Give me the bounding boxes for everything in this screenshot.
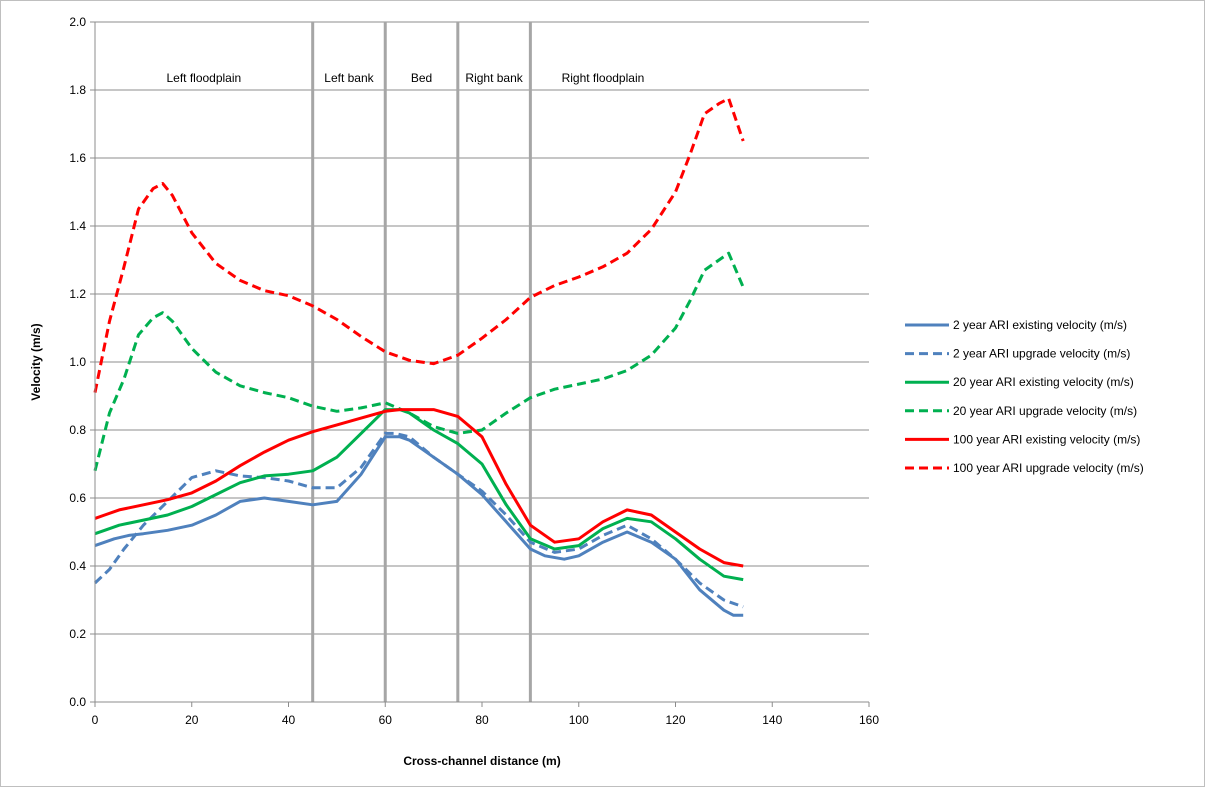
series-lines: [93, 97, 745, 617]
y-tick-label: 0.8: [69, 423, 86, 437]
x-tick-label: 0: [92, 713, 99, 727]
series-line: [93, 251, 745, 472]
y-tick-label: 1.2: [69, 287, 86, 301]
legend-label: 100 year ARI upgrade velocity (m/s): [953, 461, 1144, 475]
x-tick-label: 20: [185, 713, 199, 727]
gridlines: [95, 21, 869, 635]
y-tick-label: 2.0: [69, 15, 86, 29]
series-line: [94, 435, 744, 617]
y-axis-title: Velocity (m/s): [29, 323, 43, 400]
region-label: Right floodplain: [562, 71, 645, 85]
x-axis-title: Cross-channel distance (m): [403, 754, 560, 768]
region-boundaries: [311, 22, 532, 702]
legend-label: 100 year ARI existing velocity (m/s): [953, 432, 1140, 446]
region-labels: Left floodplain Left bank Bed Right bank Rig…: [166, 71, 644, 85]
y-tick-label: 1.4: [69, 219, 86, 233]
x-tick-label: 140: [762, 713, 782, 727]
x-tick-label: 40: [282, 713, 296, 727]
x-tick-label: 120: [665, 713, 685, 727]
series-line: [94, 408, 744, 568]
y-tick-label: 0.0: [69, 695, 86, 709]
legend-label: 2 year ARI existing velocity (m/s): [953, 318, 1127, 332]
region-label: Bed: [411, 71, 432, 85]
x-tick-label: 100: [569, 713, 589, 727]
series-line: [93, 97, 745, 393]
y-tick-label: 1.8: [69, 83, 86, 97]
legend-label: 20 year ARI upgrade velocity (m/s): [953, 404, 1137, 418]
legend-label: 2 year ARI upgrade velocity (m/s): [953, 347, 1130, 361]
x-tick-label: 160: [859, 713, 879, 727]
region-label: Right bank: [465, 71, 523, 85]
y-tick-label: 0.4: [69, 559, 86, 573]
x-tick-label: 80: [475, 713, 489, 727]
y-tick-label: 1.6: [69, 151, 86, 165]
y-tick-label: 1.0: [69, 355, 86, 369]
y-tick-label: 0.6: [69, 491, 86, 505]
legend: 2 year ARI existing velocity (m/s) 2 year…: [905, 318, 1144, 475]
x-tick-label: 60: [379, 713, 393, 727]
legend-label: 20 year ARI existing velocity (m/s): [953, 375, 1134, 389]
region-label: Left bank: [324, 71, 374, 85]
tick-labels: 0.0 0.2 0.4 0.6 0.8 1.0 1.2 1.4 1.6 1.8 2.0 0 20 40 60…: [69, 15, 879, 727]
region-label: Left floodplain: [166, 71, 241, 85]
y-tick-label: 0.2: [69, 627, 86, 641]
axes: [90, 21, 870, 707]
series-line: [93, 431, 744, 609]
